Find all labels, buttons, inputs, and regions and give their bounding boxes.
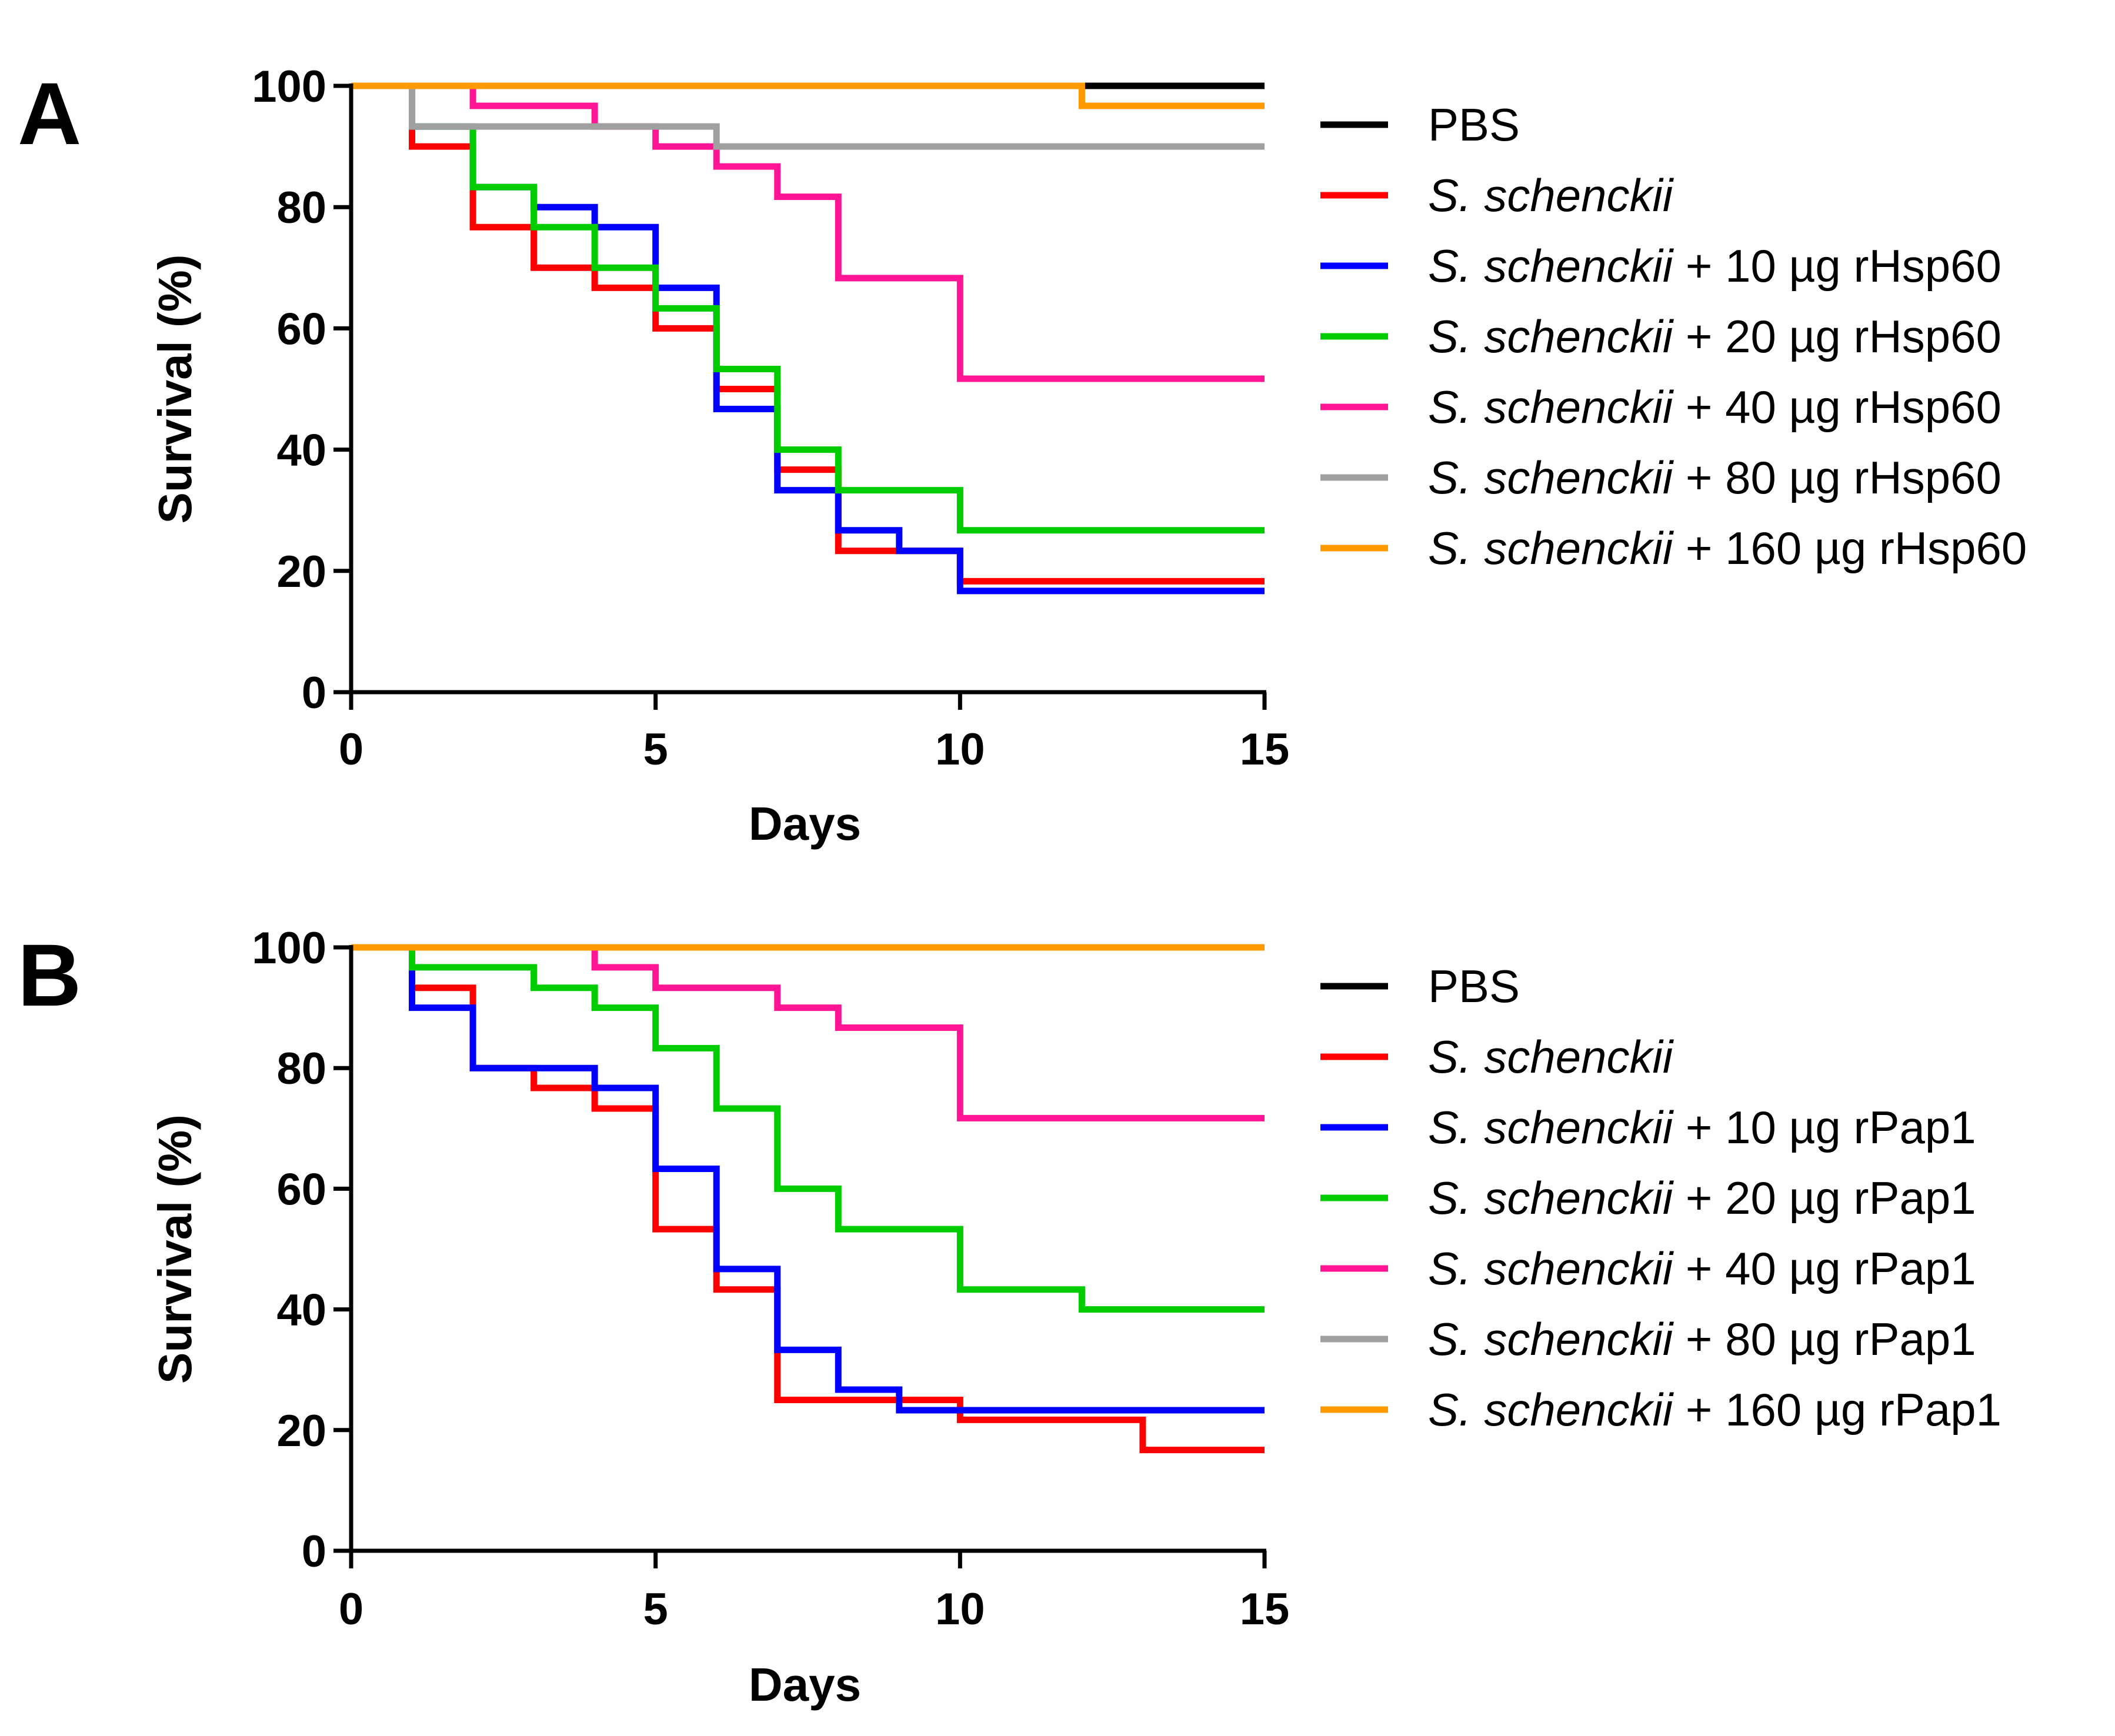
legend: PBS S. schenckii S. schenckii + 10 µg rHsp…	[1320, 99, 2027, 574]
series-line-4	[351, 82, 1265, 382]
legend-label: S. schenckii + 10 µg rPap1	[1428, 1101, 1976, 1153]
x-tick-label: 15	[1240, 725, 1290, 774]
legend-label: S. schenckii + 160 µg rPap1	[1428, 1384, 2001, 1435]
legend-label: S. schenckii	[1428, 1031, 1674, 1083]
x-tick-label: 0	[339, 1584, 363, 1634]
legend-label: S. schenckii + 20 µg rHsp60	[1428, 311, 2001, 362]
panel-letter: B	[18, 926, 81, 1024]
legend-label: S. schenckii + 20 µg rPap1	[1428, 1172, 1976, 1224]
y-tick-label: 0	[302, 668, 326, 718]
series-line-6	[351, 82, 1265, 109]
series-line-5	[351, 82, 1265, 150]
y-tick-label: 40	[276, 426, 326, 476]
legend-label: S. schenckii + 40 µg rHsp60	[1428, 381, 2001, 433]
y-axis-title: Survival (%)	[149, 255, 201, 524]
series-line-1	[351, 82, 1265, 585]
y-tick-label: 80	[276, 183, 326, 233]
series-line-2	[351, 82, 1265, 595]
legend-label: S. schenckii + 80 µg rPap1	[1428, 1313, 1976, 1365]
y-tick-label: 20	[276, 1406, 326, 1456]
y-tick-label: 100	[252, 923, 326, 973]
series-line-3	[351, 944, 1265, 1313]
x-axis-title: Days	[749, 1658, 861, 1711]
legend-label: S. schenckii	[1428, 169, 1674, 221]
series-line-2	[351, 944, 1265, 1414]
x-tick-label: 10	[935, 725, 985, 774]
legend-label: S. schenckii + 40 µg rPap1	[1428, 1243, 1976, 1294]
x-tick-label: 5	[643, 1584, 668, 1634]
y-tick-label: 100	[252, 62, 326, 112]
panel-b: B 0 20 40 60 80 100 0 5 10 15 Days Survival (%) PBS S…	[18, 923, 2001, 1711]
panel-a: A 0 20 40 60 80 100 0 5 10 15 Days Survival (%) PBS S…	[18, 62, 2027, 850]
series-line-4	[351, 944, 1265, 1121]
panel-letter: A	[18, 64, 81, 163]
y-axis-title: Survival (%)	[149, 1114, 201, 1384]
y-tick-label: 20	[276, 547, 326, 597]
x-axis-title: Days	[749, 797, 861, 850]
series-line-3	[351, 82, 1265, 534]
y-tick-label: 60	[276, 1164, 326, 1214]
series-line-1	[351, 944, 1265, 1454]
legend-label: PBS	[1428, 99, 1520, 151]
y-tick-label: 0	[302, 1527, 326, 1577]
legend-label: PBS	[1428, 960, 1520, 1012]
y-tick-label: 60	[276, 304, 326, 354]
legend: PBS S. schenckii S. schenckii + 10 µg rPap…	[1320, 960, 2001, 1435]
legend-label: S. schenckii + 80 µg rHsp60	[1428, 452, 2001, 503]
legend-label: S. schenckii + 160 µg rHsp60	[1428, 522, 2027, 574]
x-tick-label: 0	[339, 725, 363, 774]
x-tick-label: 10	[935, 1584, 985, 1634]
legend-label: S. schenckii + 10 µg rHsp60	[1428, 240, 2001, 292]
y-tick-label: 40	[276, 1286, 326, 1336]
x-tick-label: 5	[643, 725, 668, 774]
x-tick-label: 15	[1240, 1584, 1290, 1634]
y-tick-label: 80	[276, 1044, 326, 1094]
